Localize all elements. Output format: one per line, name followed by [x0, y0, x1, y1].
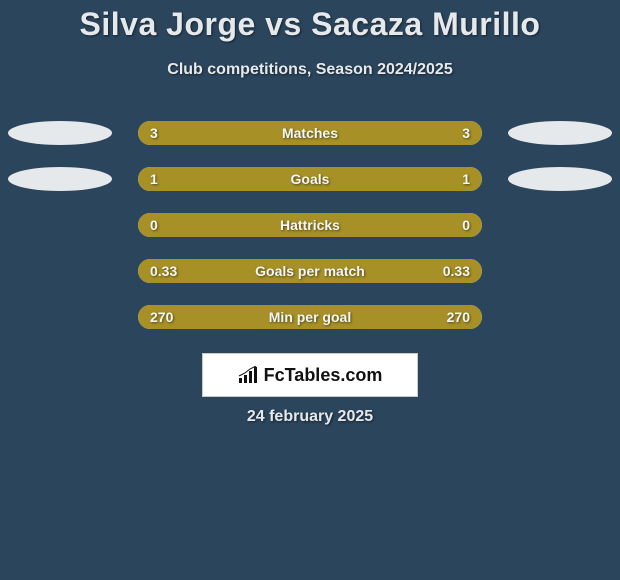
date-text: 24 february 2025 [0, 408, 620, 426]
stat-row: 11Goals [0, 167, 620, 191]
subtitle: Club competitions, Season 2024/2025 [0, 61, 620, 79]
stat-value-right: 270 [447, 305, 470, 329]
bar: 11Goals [138, 167, 482, 191]
bar-track [138, 167, 482, 191]
stat-value-right: 0 [462, 213, 470, 237]
bar-track [138, 259, 482, 283]
stat-value-left: 0 [150, 213, 158, 237]
stat-row: 0.330.33Goals per match [0, 259, 620, 283]
stat-row: 33Matches [0, 121, 620, 145]
bar-right-fill [310, 213, 482, 237]
bar-left-fill [138, 121, 310, 145]
bar: 33Matches [138, 121, 482, 145]
stat-value-left: 3 [150, 121, 158, 145]
stat-row: 00Hattricks [0, 213, 620, 237]
bar-track [138, 305, 482, 329]
brand-box[interactable]: FcTables.com [202, 353, 418, 397]
bar-track [138, 213, 482, 237]
brand-text: FcTables.com [264, 365, 383, 386]
bar-left-fill [138, 213, 310, 237]
stat-value-left: 270 [150, 305, 173, 329]
comparison-infographic: Silva Jorge vs Sacaza Murillo Club compe… [0, 0, 620, 580]
stat-rows: 33Matches11Goals00Hattricks0.330.33Goals… [0, 121, 620, 329]
stat-row: 270270Min per goal [0, 305, 620, 329]
stat-value-right: 0.33 [443, 259, 470, 283]
bar-chart-icon [238, 366, 260, 384]
team-badge-right [508, 121, 612, 145]
team-badge-left [8, 167, 112, 191]
stat-value-right: 1 [462, 167, 470, 191]
stat-value-left: 0.33 [150, 259, 177, 283]
bar-right-fill [310, 167, 482, 191]
team-badge-left [8, 121, 112, 145]
bar-left-fill [138, 167, 310, 191]
team-badge-right [508, 167, 612, 191]
brand-inner: FcTables.com [238, 365, 383, 386]
bar: 0.330.33Goals per match [138, 259, 482, 283]
bar: 270270Min per goal [138, 305, 482, 329]
bar: 00Hattricks [138, 213, 482, 237]
page-title: Silva Jorge vs Sacaza Murillo [0, 0, 620, 43]
bar-right-fill [310, 121, 482, 145]
stat-value-right: 3 [462, 121, 470, 145]
bar-track [138, 121, 482, 145]
stat-value-left: 1 [150, 167, 158, 191]
